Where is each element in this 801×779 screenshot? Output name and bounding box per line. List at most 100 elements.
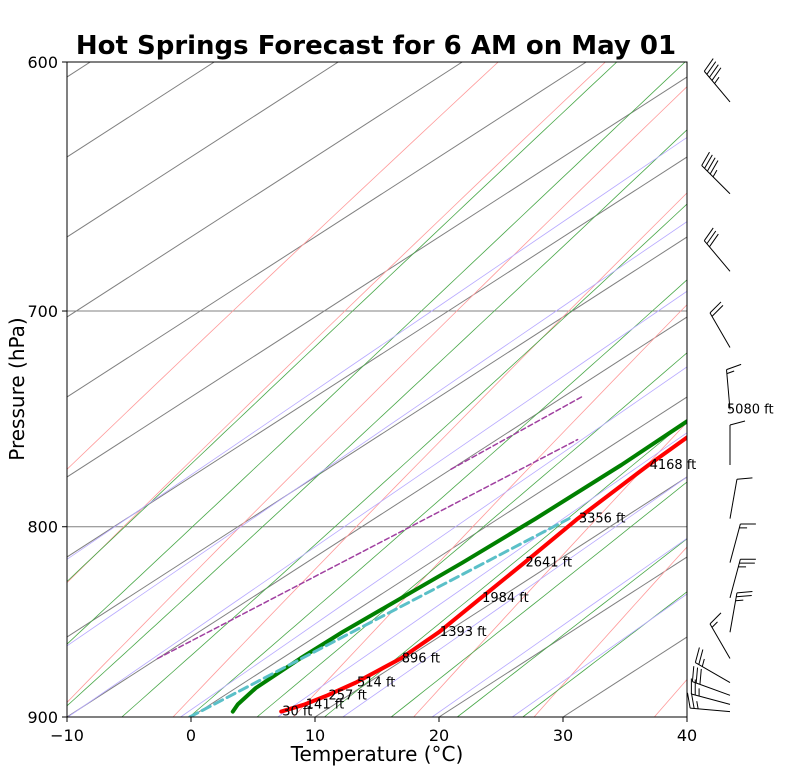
y-axis-label: Pressure (hPa) — [5, 317, 29, 460]
mixing-ratio-line — [277, 432, 687, 717]
y-tick-label: 700 — [27, 302, 58, 321]
isotherm — [314, 476, 687, 717]
wind-barb-staff — [709, 312, 731, 348]
moist-adiabat — [67, 62, 686, 645]
wind-barb — [709, 612, 731, 659]
wind-barb — [690, 678, 731, 705]
x-tick-label: 0 — [186, 726, 196, 745]
mixing-ratio-line — [512, 593, 687, 717]
height-label: 2641 ft — [525, 556, 572, 571]
wind-barb — [701, 151, 731, 195]
y-tick-label: 900 — [27, 708, 58, 727]
wind-barb-staff — [695, 662, 731, 683]
moist-adiabat — [390, 481, 687, 717]
wind-barb-flag — [726, 363, 742, 371]
height-label: 896 ft — [402, 652, 440, 667]
dry-adiabat — [67, 62, 606, 584]
wind-barb-flag — [704, 154, 713, 169]
dry-adiabat — [413, 421, 687, 717]
wind-barb-staff — [726, 369, 731, 410]
wind-barb — [726, 363, 742, 410]
wind-barb-staff — [701, 165, 731, 195]
moist-adiabat — [189, 279, 687, 717]
mixing-ratio-line — [67, 136, 687, 560]
mixing-ratio-line — [67, 221, 687, 647]
parcel-dashed-cyan-line — [188, 517, 571, 717]
wind-barb-staff — [729, 592, 738, 633]
wind-barb — [729, 477, 753, 519]
wind-barb — [686, 692, 731, 713]
height-label: 1393 ft — [440, 625, 487, 640]
height-label: 257 ft — [329, 688, 367, 703]
wind-barb-half-flag — [735, 599, 744, 602]
isotherm — [67, 62, 463, 318]
dry-adiabat — [67, 62, 499, 470]
x-axis-label: Temperature (°C) — [290, 742, 464, 766]
moist-adiabat — [67, 62, 618, 583]
wind-barb-half-flag — [712, 169, 718, 178]
moist-adiabat — [324, 419, 687, 717]
wind-barb-staff — [709, 623, 731, 659]
wind-barb-flag — [698, 649, 704, 665]
wind-barb-flag — [736, 594, 752, 598]
height-label: 5080 ft — [727, 402, 774, 417]
mixing-ratio-line — [180, 366, 687, 717]
isotherm — [67, 316, 687, 717]
wind-barb-flag — [695, 667, 699, 684]
wind-barb-flag — [706, 230, 717, 245]
dry-adiabat — [172, 192, 687, 717]
wind-barb-flag — [729, 420, 746, 426]
isotherm — [190, 396, 687, 717]
temperature-line — [279, 434, 687, 714]
dry-adiabat — [67, 86, 687, 703]
wind-barb — [729, 523, 756, 563]
mixing-ratio-line — [67, 290, 687, 717]
wind-barb-flag — [736, 591, 753, 594]
wind-barb-half-flag — [726, 370, 735, 375]
wind-barb-staff — [729, 479, 738, 519]
wind-barb-flag — [709, 612, 722, 625]
dewpoint-line — [230, 418, 687, 714]
wind-barb-flag — [701, 151, 710, 166]
wind-barb-flag — [706, 157, 716, 172]
moist-adiabat — [67, 129, 687, 707]
dashed-purple-line — [156, 438, 579, 660]
dry-adiabat — [293, 304, 687, 717]
wind-barb-flag — [703, 58, 714, 72]
wind-barb — [729, 558, 756, 598]
dashed-purple-upper-line — [450, 395, 584, 470]
dry-adiabat — [775, 62, 801, 717]
wind-barb — [703, 227, 731, 272]
chart-title: Hot Springs Forecast for 6 AM on May 01 — [76, 31, 676, 61]
moist-adiabat — [121, 203, 687, 717]
wind-barb-flag — [686, 692, 691, 709]
height-labels: 9931 ft8509 ft7237 ft6099 ft5080 ft4168 … — [282, 402, 774, 719]
wind-barb — [694, 647, 731, 683]
wind-barb-flag — [709, 64, 719, 78]
height-label: 1984 ft — [482, 591, 529, 606]
wind-barb — [709, 301, 731, 348]
wind-barb-flag — [699, 668, 702, 685]
isotherm — [686, 716, 687, 717]
wind-barb-flag — [706, 61, 717, 75]
dry-adiabat — [533, 546, 687, 717]
wind-barb-flag — [703, 227, 714, 241]
wind-barb-staff — [703, 70, 731, 103]
x-tick-label: 20 — [429, 726, 449, 745]
wind-barb-staff — [692, 681, 731, 696]
x-tick-label: 10 — [305, 726, 325, 745]
wind-barb-staff — [729, 559, 741, 598]
wind-barb-flag — [691, 666, 695, 682]
isotherm — [67, 62, 587, 398]
wind-barb-flag — [709, 301, 722, 314]
wind-barb — [729, 591, 753, 633]
wind-barb-staff — [690, 707, 731, 713]
mixing-ratio-line — [431, 537, 687, 717]
height-label: 514 ft — [357, 676, 395, 691]
wind-barb-half-flag — [696, 701, 699, 709]
isotherm — [67, 76, 687, 478]
isotherm — [67, 62, 339, 238]
wind-barb — [703, 58, 731, 103]
wind-barb-half-flag — [711, 621, 718, 628]
